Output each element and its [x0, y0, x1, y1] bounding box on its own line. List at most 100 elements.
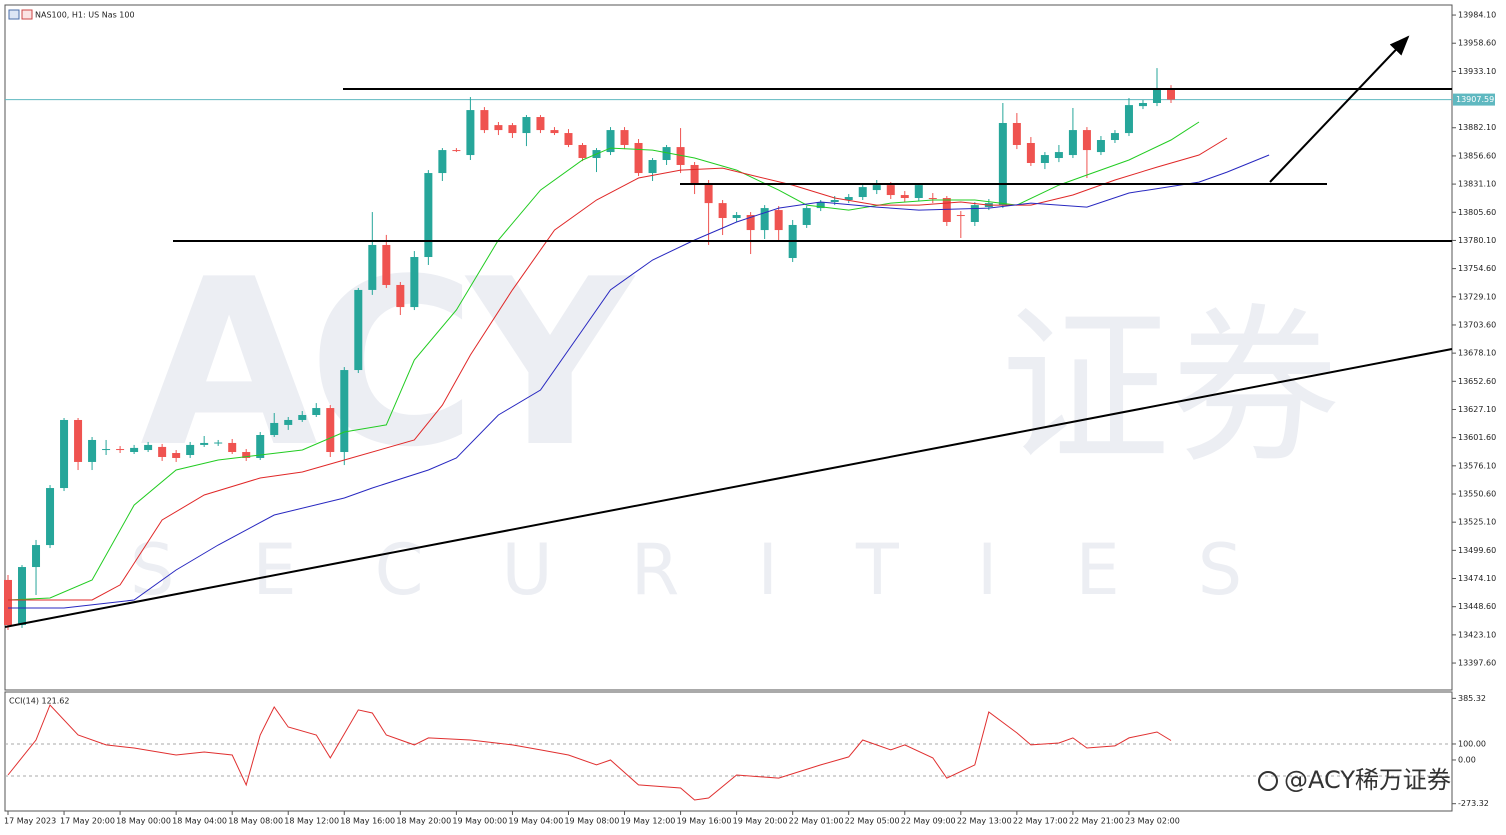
- candle-body: [144, 444, 153, 451]
- y-tick-label: 13627.10: [1458, 405, 1496, 414]
- candle-body: [690, 164, 699, 183]
- y-tick-label: 13423.10: [1458, 630, 1496, 639]
- indicator-frame: [4, 691, 1453, 812]
- candle-body: [928, 198, 937, 200]
- y-tick-label: 13601.60: [1458, 433, 1496, 442]
- x-tick-label: 19 May 00:00: [452, 817, 507, 826]
- candle-body: [816, 201, 825, 209]
- y-tick-label: 13882.10: [1458, 123, 1496, 132]
- x-tick-label: 22 May 21:00: [1069, 817, 1124, 826]
- candle-body: [1124, 105, 1133, 134]
- indicator-line: [7, 704, 1172, 801]
- y-tick-label: 100.00: [1458, 739, 1486, 748]
- credit-text: @ACY稀万证券: [1284, 766, 1451, 794]
- candle-body: [1152, 88, 1161, 103]
- candle-body: [844, 197, 853, 201]
- watermark-brand: ACY: [140, 231, 636, 498]
- candle-body: [74, 419, 83, 462]
- x-tick-label: 22 May 05:00: [845, 817, 900, 826]
- x-tick-label: 19 May 08:00: [564, 817, 619, 826]
- candle-body: [564, 133, 573, 145]
- x-tick-label: 22 May 01:00: [789, 817, 844, 826]
- arrow: [1269, 35, 1410, 183]
- current-price-box: [1453, 93, 1495, 106]
- candle-body: [158, 446, 167, 457]
- candle-body: [116, 449, 125, 451]
- y-tick-label: 13754.60: [1458, 264, 1496, 273]
- candle-body: [648, 160, 657, 174]
- x-tick-label: 22 May 13:00: [957, 817, 1012, 826]
- x-tick-label: 18 May 08:00: [228, 817, 283, 826]
- icon: [21, 9, 33, 20]
- candle-body: [536, 117, 545, 131]
- x-tick-label: 18 May 12:00: [284, 817, 339, 826]
- candle-body: [1110, 133, 1119, 141]
- y-tick-label: 13703.60: [1458, 320, 1496, 329]
- candle-body: [340, 370, 349, 453]
- candle-body: [200, 442, 209, 445]
- trend-line: [4, 348, 1453, 628]
- candle-body: [32, 545, 41, 568]
- candle-body: [872, 185, 881, 191]
- indicator-title: CCI(14) 121.62: [9, 697, 70, 706]
- candle-body: [186, 444, 195, 456]
- watermark: ACY 证券 SECURITIES: [130, 231, 1340, 611]
- candle-body: [410, 257, 419, 308]
- candle-body: [438, 150, 447, 174]
- candle-body: [1096, 140, 1105, 153]
- main-plot: 13984.10 13958.60 13933.10 13882.10 13856.60…: [4, 11, 1496, 826]
- candle-body: [774, 210, 783, 231]
- candle-body: [1068, 130, 1077, 156]
- y-tick-label: 385.32: [1458, 694, 1486, 703]
- candle-body: [578, 144, 587, 159]
- credit-icon: [1258, 771, 1278, 791]
- candle-body: [858, 187, 867, 198]
- candle-body: [760, 208, 769, 231]
- y-tick-label: 13856.60: [1458, 151, 1496, 160]
- candle-body: [1138, 102, 1147, 107]
- candle-body: [270, 422, 279, 436]
- x-tick-label: 18 May 16:00: [340, 817, 395, 826]
- candle-body: [284, 419, 293, 425]
- x-tick-label: 22 May 09:00: [901, 817, 956, 826]
- candle-body: [256, 435, 265, 458]
- credit: @ACY稀万证券: [1258, 766, 1451, 794]
- candle-body: [46, 488, 55, 546]
- candle-body: [746, 215, 755, 231]
- candle-body: [326, 408, 335, 453]
- y-tick-label: 13397.60: [1458, 659, 1496, 668]
- candle-body: [88, 439, 97, 462]
- candle-body: [368, 244, 377, 290]
- candle-body: [956, 215, 965, 217]
- y-tick-label: 13933.10: [1458, 67, 1496, 76]
- candle-body: [312, 408, 321, 416]
- y-tick-label: 13805.60: [1458, 208, 1496, 217]
- x-tick-label: 19 May 16:00: [677, 817, 732, 826]
- candle-body: [480, 110, 489, 131]
- y-tick-label: 13499.60: [1458, 546, 1496, 555]
- moving-average: [8, 154, 1270, 609]
- candle-body: [452, 150, 461, 152]
- y-tick-label: 13576.10: [1458, 461, 1496, 470]
- current-price-label: 13907.59: [1456, 95, 1494, 104]
- candle-body: [172, 453, 181, 458]
- candle-body: [60, 419, 69, 489]
- x-tick-label: 19 May 12:00: [621, 817, 676, 826]
- icon: [8, 9, 20, 20]
- candle-body: [102, 449, 111, 451]
- y-tick-label: 13448.60: [1458, 602, 1496, 611]
- candle-body: [732, 215, 741, 219]
- candle-body: [298, 415, 307, 420]
- y-tick-label: 13729.10: [1458, 292, 1496, 301]
- y-tick-label: 13984.10: [1458, 11, 1496, 20]
- candle-body: [1167, 88, 1175, 100]
- x-tick-label: 18 May 00:00: [116, 817, 171, 826]
- candle-body: [494, 125, 503, 131]
- y-tick-label: 13831.10: [1458, 180, 1496, 189]
- chart-title: NAS100, H1: US Nas 100: [35, 11, 135, 20]
- candle-body: [228, 442, 237, 453]
- candle-body: [676, 147, 685, 165]
- header: NAS100, H1: US Nas 100 CCI(14) 121.62: [8, 9, 135, 706]
